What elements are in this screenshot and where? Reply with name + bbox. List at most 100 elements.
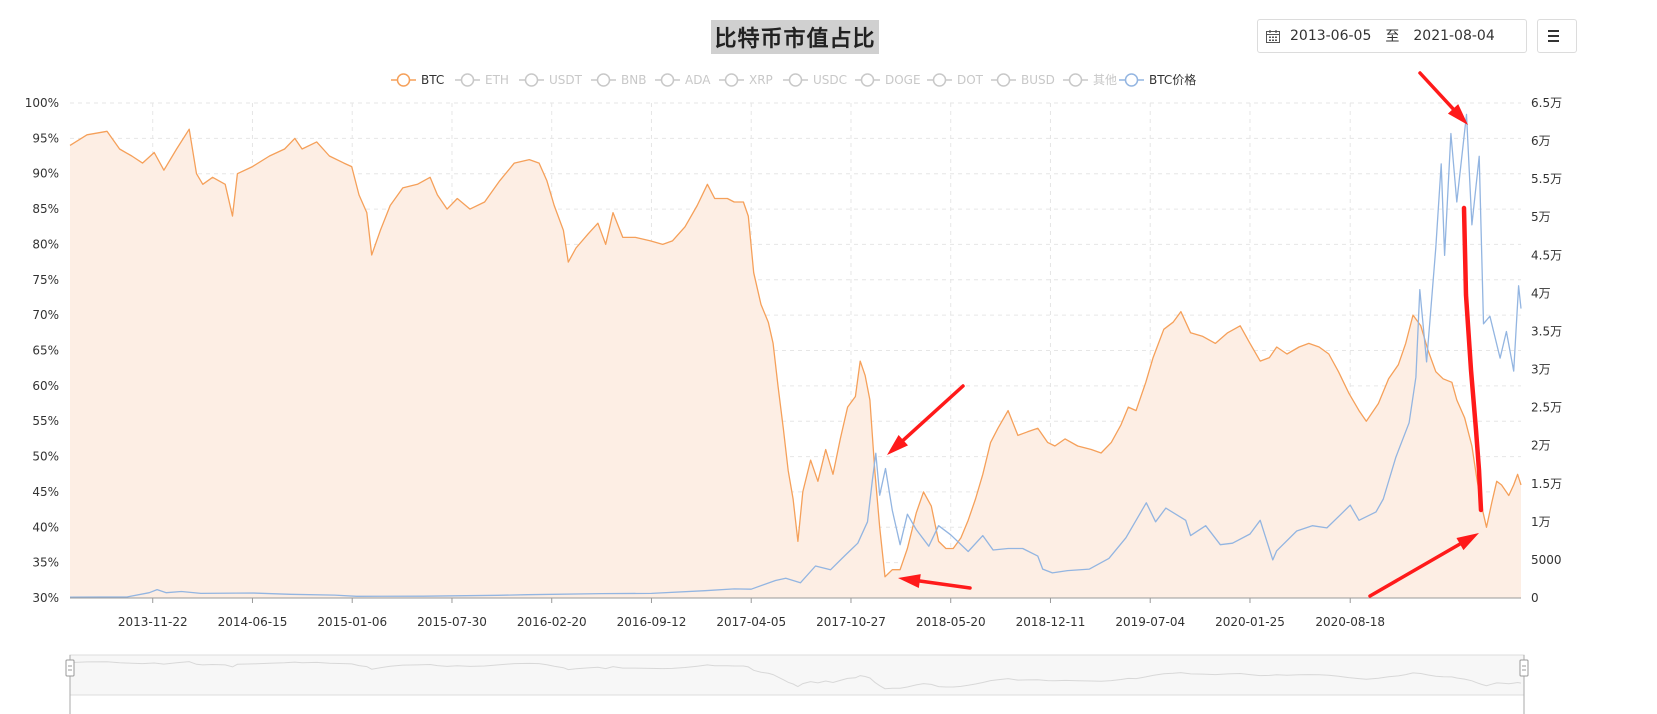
red-arrow-shaft — [918, 579, 972, 590]
x-tick-label: 2017-04-05 — [716, 615, 786, 629]
date-range-separator: 至 — [1385, 29, 1400, 45]
red-arrow-head — [1456, 533, 1479, 551]
y-right-tick-label: 2万 — [1531, 439, 1551, 453]
legend-circle-icon — [596, 73, 611, 87]
legend-circle-icon — [1124, 73, 1139, 87]
y-left-tick-label: 30% — [32, 591, 59, 605]
x-tick-label: 2018-05-20 — [916, 615, 986, 629]
axes: 30% 35% 40% 45% 50% 55% 60% 65% 70% 75% 80% 85% 90% 9… — [25, 96, 1562, 629]
btc-price-line — [69, 113, 1522, 598]
hamburger-menu-icon — [1548, 30, 1559, 42]
btc-dominance-area — [70, 129, 1521, 598]
legend-item-USDT[interactable]: USDT — [519, 73, 583, 87]
series-lines-layer — [69, 113, 1522, 598]
zoom-preview-line — [69, 661, 1522, 690]
red-arrow-head — [898, 574, 921, 588]
zoom-handle[interactable] — [1519, 655, 1529, 714]
y-left-tick-label: 100% — [25, 96, 59, 110]
y-left-tick-label: 35% — [32, 556, 59, 570]
legend-label: DOGE — [885, 73, 921, 87]
legend-item-DOT[interactable]: DOT — [927, 73, 984, 87]
y-left-tick-label: 85% — [32, 202, 59, 216]
y-left-tick-label: 50% — [32, 450, 59, 464]
y-right-tick-label: 2.5万 — [1531, 401, 1562, 415]
red-arrow-shaft — [1368, 542, 1462, 598]
x-tick-label: 2015-01-06 — [317, 615, 387, 629]
zoom-handle[interactable] — [65, 655, 75, 714]
y-left-tick-label: 55% — [32, 414, 59, 428]
legend-label: BTC — [421, 73, 444, 87]
legend-circle-icon — [996, 73, 1011, 87]
legend-item-ADA[interactable]: ADA — [655, 73, 711, 87]
legend-item-BTC[interactable]: BTC — [391, 73, 444, 87]
legend-circle-icon — [660, 73, 675, 87]
y-left-tick-label: 60% — [32, 379, 59, 393]
y-right-tick-label: 3.5万 — [1531, 324, 1562, 338]
legend-item-BTC价格[interactable]: BTC价格 — [1119, 72, 1196, 87]
y-left-tick-label: 40% — [32, 520, 59, 534]
legend-label: BUSD — [1021, 73, 1055, 87]
legend-label: XRP — [749, 73, 773, 87]
y-right-tick-label: 0 — [1531, 591, 1539, 605]
y-left-tick-label: 90% — [32, 167, 59, 181]
btc-area-layer — [70, 129, 1521, 598]
x-tick-label: 2017-10-27 — [816, 615, 886, 629]
legend-circle-icon — [724, 73, 739, 87]
legend-label: ADA — [685, 73, 711, 87]
y-right-tick-label: 1万 — [1531, 515, 1551, 529]
legend-label: DOT — [957, 73, 984, 87]
red-arrow-shaft — [901, 384, 965, 442]
date-range-end[interactable]: 2021-08-04 — [1413, 28, 1495, 44]
red-arrow-head — [887, 435, 908, 455]
x-tick-label: 2019-07-04 — [1115, 615, 1185, 629]
legend-item-ETH[interactable]: ETH — [455, 73, 509, 87]
y-right-tick-label: 3万 — [1531, 363, 1551, 377]
y-left-tick-label: 70% — [32, 308, 59, 322]
x-tick-label: 2016-09-12 — [617, 615, 687, 629]
legend-label: BNB — [621, 73, 646, 87]
date-range-picker[interactable]: 2013-06-05 至 2021-08-04 — [1257, 19, 1527, 53]
legend-circle-icon — [1068, 73, 1083, 87]
legend-circle-icon — [396, 73, 411, 87]
legend-label: USDC — [813, 73, 847, 87]
data-zoom-slider[interactable] — [65, 654, 1529, 714]
red-arrow-shaft — [1418, 71, 1455, 111]
red-arrow-head — [1447, 104, 1468, 125]
y-left-tick-label: 65% — [32, 344, 59, 358]
red-marker-stroke — [1461, 205, 1484, 513]
legend-circle-icon — [524, 73, 539, 87]
zoom-handle-grip — [1519, 659, 1529, 677]
y-right-tick-label: 1.5万 — [1531, 477, 1562, 491]
legend-label: 其他 — [1093, 73, 1117, 87]
legend-circle-icon — [788, 73, 803, 87]
y-right-tick-label: 5万 — [1531, 210, 1551, 224]
legend-item-DOGE[interactable]: DOGE — [855, 73, 921, 87]
y-left-tick-label: 95% — [32, 131, 59, 145]
y-right-tick-label: 5.5万 — [1531, 172, 1562, 186]
legend-label: ETH — [485, 73, 509, 87]
y-right-tick-label: 4万 — [1531, 286, 1551, 300]
legend-item-BNB[interactable]: BNB — [591, 73, 646, 87]
zoom-handle-grip — [65, 659, 75, 677]
legend: BTC ETH USDT BNB ADA XRP USDC DOGE DOT BUSD 其他 BTC价… — [391, 72, 1196, 87]
legend-item-USDC[interactable]: USDC — [783, 73, 847, 87]
x-tick-label: 2020-01-25 — [1215, 615, 1285, 629]
date-range-start[interactable]: 2013-06-05 — [1290, 28, 1372, 44]
legend-item-BUSD[interactable]: BUSD — [991, 73, 1055, 87]
btc-dominance-line — [69, 128, 1522, 578]
y-right-tick-label: 6万 — [1531, 134, 1551, 148]
x-tick-label: 2016-02-20 — [517, 615, 587, 629]
y-right-tick-label: 4.5万 — [1531, 248, 1562, 262]
x-tick-label: 2013-11-22 — [118, 615, 188, 629]
legend-item-XRP[interactable]: XRP — [719, 73, 773, 87]
x-tick-label: 2020-08-18 — [1315, 615, 1385, 629]
calendar-icon — [1266, 29, 1280, 43]
legend-circle-icon — [860, 73, 875, 87]
legend-circle-icon — [932, 73, 947, 87]
legend-item-其他[interactable]: 其他 — [1063, 73, 1117, 87]
y-left-tick-label: 45% — [32, 485, 59, 499]
chart-menu-button[interactable] — [1537, 19, 1577, 53]
x-tick-label: 2018-12-11 — [1016, 615, 1086, 629]
legend-label: USDT — [549, 73, 583, 87]
